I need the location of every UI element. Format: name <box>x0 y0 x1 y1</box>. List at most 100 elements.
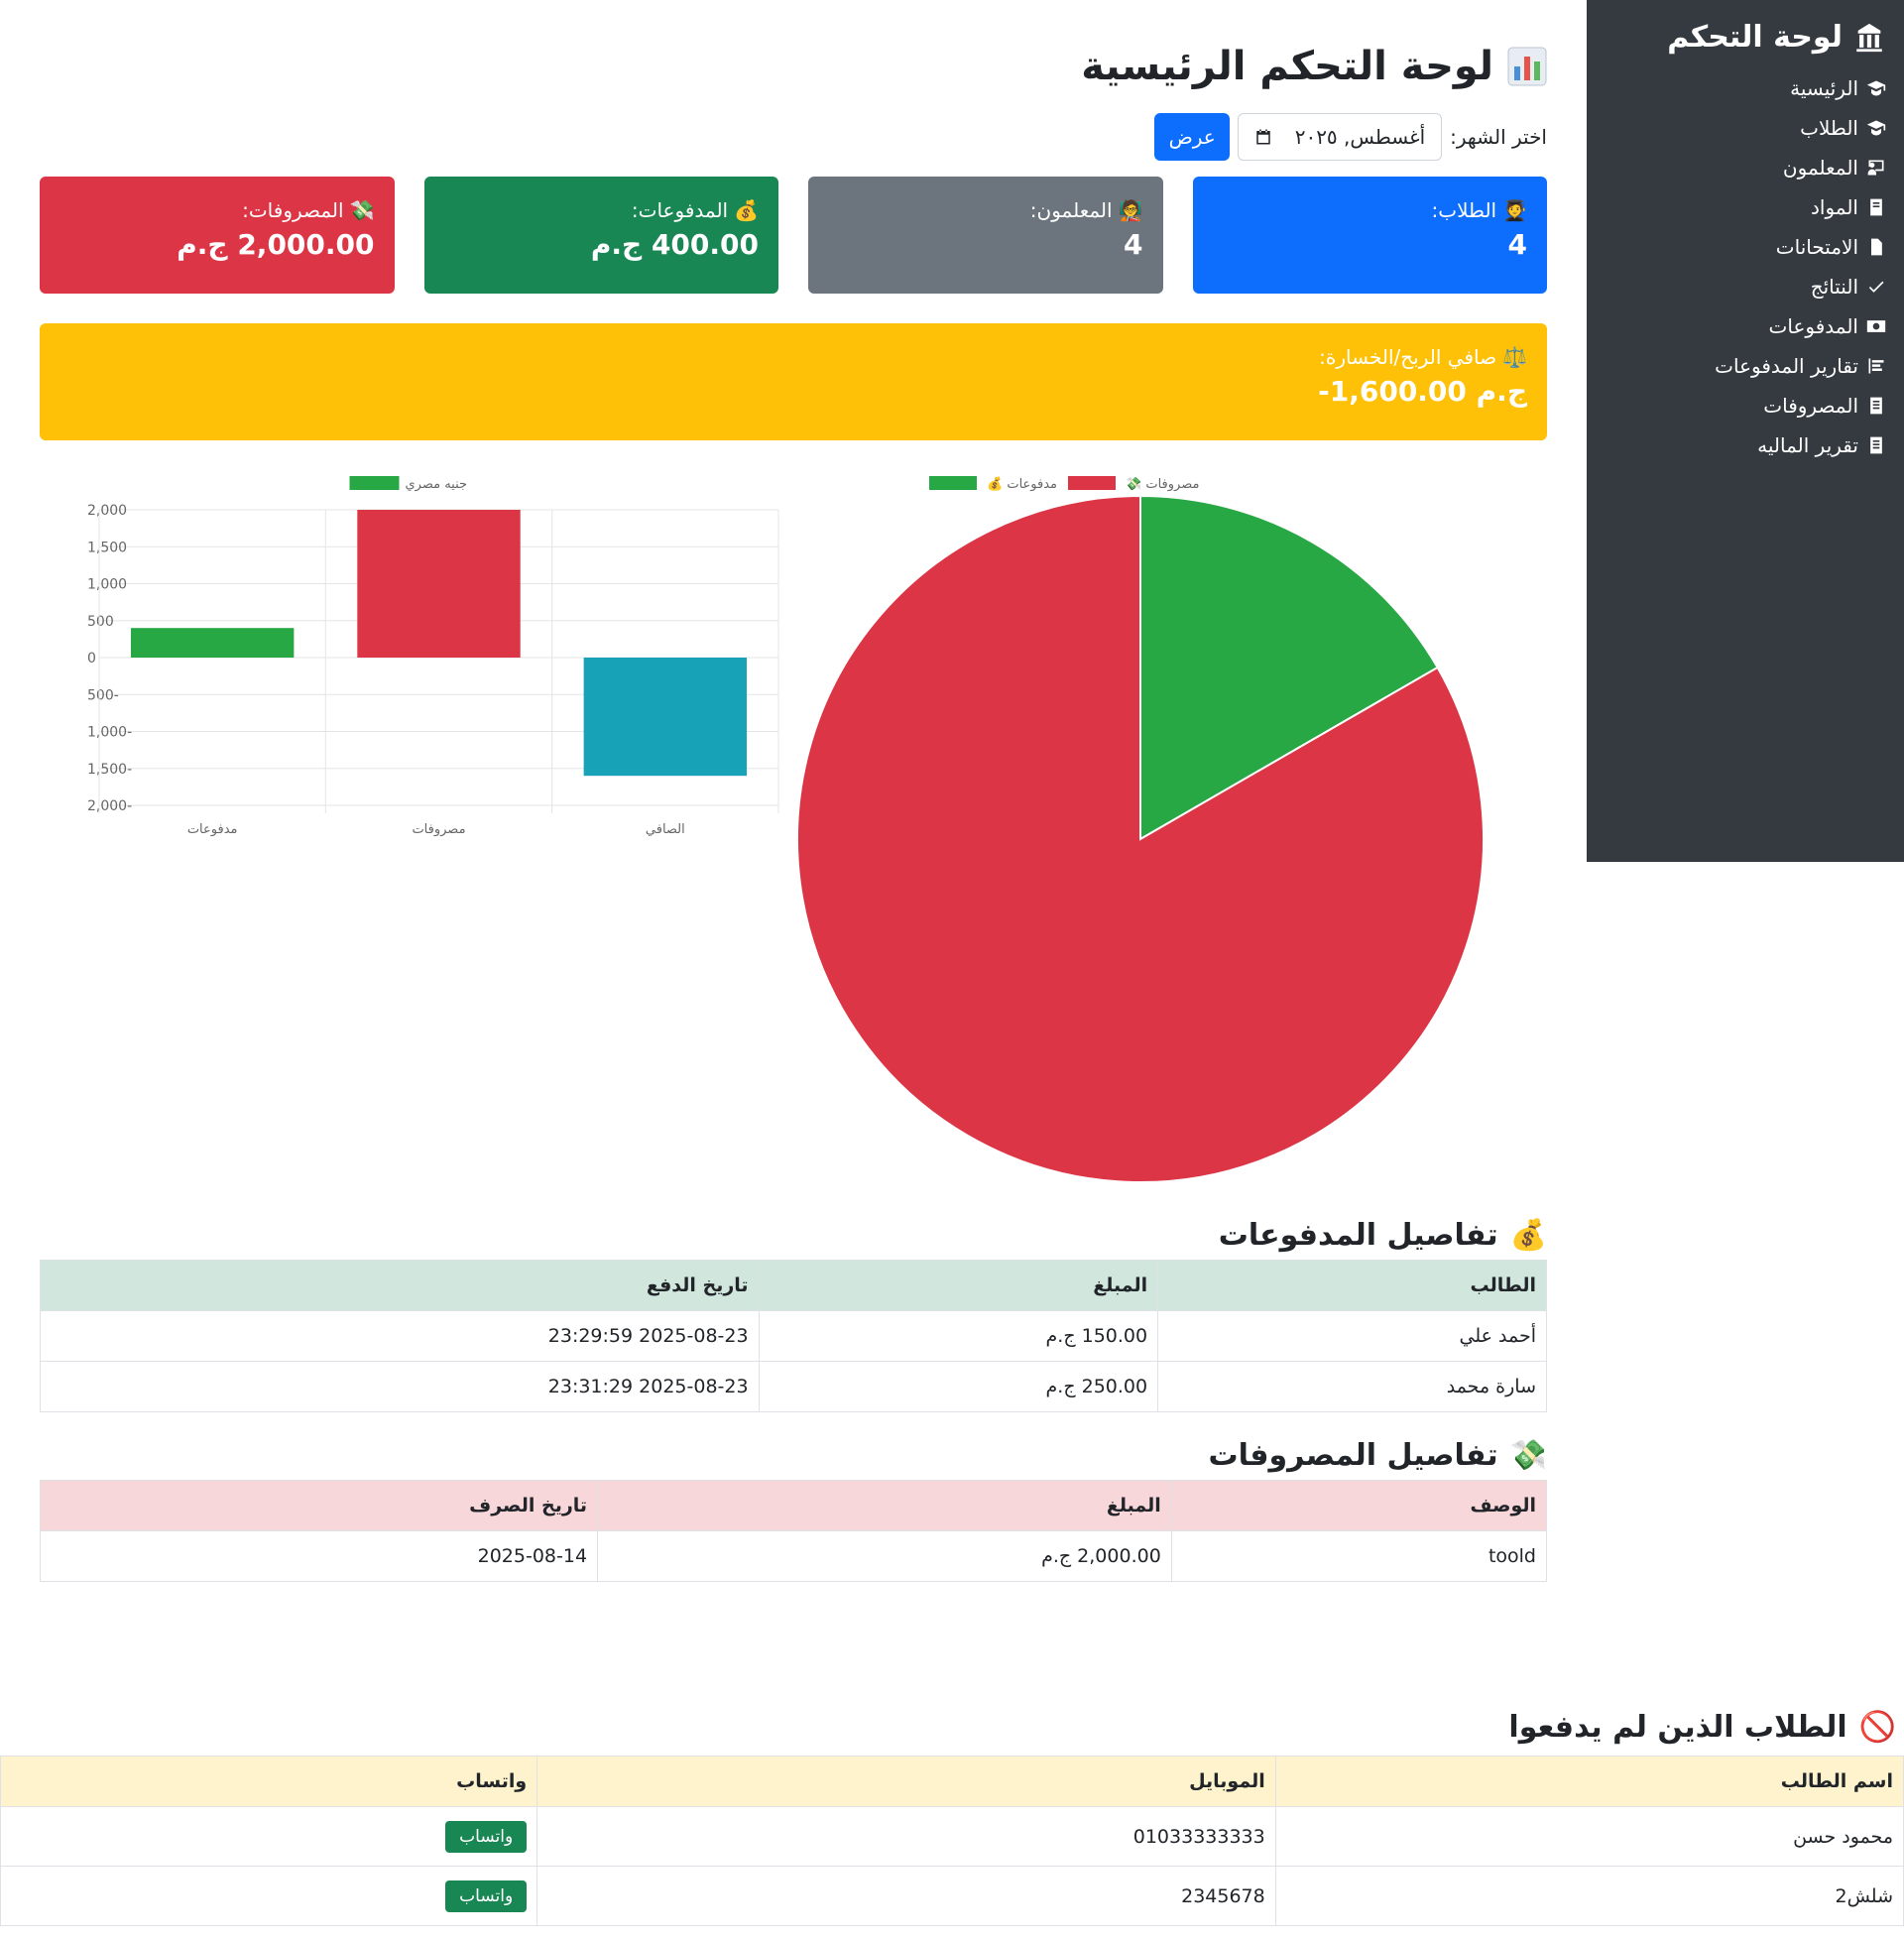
month-input[interactable]: أغسطس, ٢٠٢٥ <box>1238 113 1443 161</box>
x-tick-label: مدفوعات <box>187 822 238 837</box>
sidebar-item-subjects[interactable]: المواد <box>1605 187 1886 227</box>
sidebar-item-label: المدفوعات <box>1768 314 1858 338</box>
payments-title-text: تفاصيل المدفوعات <box>1218 1217 1498 1253</box>
money-wings-icon: 💸 <box>349 198 375 222</box>
month-value: أغسطس, ٢٠٢٥ <box>1294 125 1426 149</box>
legend-swatch <box>349 476 400 490</box>
receipt-icon <box>1866 435 1886 455</box>
sidebar-item-home[interactable]: الرئيسية <box>1605 68 1886 108</box>
table-row: محمود حسن 01033333333 واتساب <box>0 1806 1904 1867</box>
unpaid-section-title: 🚫 الطلاب الذين لم يدفعوا <box>0 1702 1904 1752</box>
table-header-row: الوصف المبلغ تاريخ الصرف <box>39 1480 1548 1531</box>
money-icon <box>1866 316 1886 336</box>
profit-label: صافي الربح/الخسارة: <box>1319 345 1497 369</box>
whatsapp-button[interactable]: واتساب <box>445 1879 528 1912</box>
legend-swatch <box>1068 476 1116 490</box>
y-tick-label: 500 <box>87 614 114 630</box>
payments-card: 💰 المدفوعات: 400.00 ج.م <box>423 177 778 294</box>
cell-date: 2025-08-23 23:29:59 <box>40 1310 760 1362</box>
cell-amount: 2,000.00 ج.م <box>597 1530 1172 1582</box>
charts-area: 💸 مصروفات 💰 مدفوعات 2,000 1,500 1,000 500 0 -5… <box>40 440 1547 1210</box>
profit-value: -1,600.00 ج.م <box>1318 375 1527 408</box>
sidebar: لوحة التحكم الرئيسية الطلاب المعلمون الم… <box>1587 0 1904 862</box>
sidebar-title: لوحة التحكم <box>1667 20 1843 55</box>
header-expense-date: تاريخ الصرف <box>39 1480 599 1531</box>
y-tick-label: -500 <box>87 687 119 703</box>
payments-section: 💰 تفاصيل المدفوعات الطالب المبلغ تاريخ ا… <box>40 1210 1547 1412</box>
month-label: اختر الشهر: <box>1450 125 1547 149</box>
bar-1 <box>130 628 295 658</box>
sidebar-nav: الرئيسية الطلاب المعلمون المواد الامتحان… <box>1605 68 1886 465</box>
sidebar-item-financial-report[interactable]: تقرير الماليه <box>1605 425 1886 465</box>
page-title: لوحة التحكم الرئيسية <box>40 42 1547 91</box>
unpaid-table: اسم الطالب الموبايل واتساب محمود حسن 010… <box>0 1756 1904 1926</box>
header-student-name: اسم الطالب <box>1274 1756 1904 1807</box>
teacher-icon: 🧑‍🏫 <box>1118 198 1143 222</box>
y-tick-label: -1,000 <box>87 725 132 741</box>
students-label: الطلاب: <box>1431 198 1497 222</box>
y-tick-label: -1,500 <box>87 762 132 778</box>
header-whatsapp: واتساب <box>0 1756 538 1807</box>
teachers-label: المعلمون: <box>1029 198 1113 222</box>
sidebar-item-teachers[interactable]: المعلمون <box>1605 148 1886 187</box>
money-wings-icon: 💸 <box>1509 1437 1547 1473</box>
sidebar-item-payment-reports[interactable]: تقارير المدفوعات <box>1605 346 1886 386</box>
expenses-card: 💸 المصروفات: 2,000.00 ج.م <box>40 177 395 294</box>
sidebar-item-payments[interactable]: المدفوعات <box>1605 306 1886 346</box>
legend-label: جنيه مصري <box>406 477 468 492</box>
cell-mobile: 01033333333 <box>536 1806 1276 1867</box>
header-amount: المبلغ <box>758 1260 1159 1311</box>
sidebar-item-exams[interactable]: الامتحانات <box>1605 227 1886 267</box>
expenses-value: 2,000.00 ج.م <box>177 228 375 261</box>
pie-slice-1 <box>1139 494 1440 841</box>
money-bag-icon: 💰 <box>1509 1217 1547 1253</box>
sidebar-item-label: الامتحانات <box>1775 235 1858 259</box>
list-icon <box>1866 356 1886 376</box>
profit-card: ⚖️ صافي الربح/الخسارة: -1,600.00 ج.م <box>40 323 1547 440</box>
sidebar-item-students[interactable]: الطلاب <box>1605 108 1886 148</box>
whatsapp-button[interactable]: واتساب <box>445 1820 528 1853</box>
calendar-icon[interactable] <box>1254 128 1272 146</box>
header-amount: المبلغ <box>597 1480 1172 1531</box>
table-row: سارة محمد 250.00 ج.م 2025-08-23 23:31:29 <box>40 1361 1547 1412</box>
teachers-value: 4 <box>1124 228 1143 261</box>
graduate-icon <box>1866 78 1886 98</box>
expenses-section-title: 💸 تفاصيل المصروفات <box>40 1430 1547 1480</box>
graduate-icon <box>1866 118 1886 138</box>
payments-value: 400.00 ج.م <box>590 228 759 261</box>
pie-slice-2 <box>796 494 1485 1183</box>
file-icon <box>1866 237 1886 257</box>
expenses-section: 💸 تفاصيل المصروفات الوصف المبلغ تاريخ ال… <box>39 1430 1548 1582</box>
cell-description: toold <box>1170 1530 1548 1582</box>
sidebar-item-label: المصروفات <box>1763 394 1858 418</box>
sidebar-item-label: المواد <box>1810 195 1858 219</box>
table-row: أحمد علي 150.00 ج.م 2025-08-23 23:29:59 <box>40 1310 1547 1362</box>
y-tick-label: 1,000 <box>87 577 127 593</box>
money-bag-icon: 💰 <box>734 198 759 222</box>
cell-date: 2025-08-23 23:31:29 <box>40 1361 760 1412</box>
book-icon <box>1866 197 1886 217</box>
bar-chart-icon <box>1507 47 1547 86</box>
sidebar-brand[interactable]: لوحة التحكم <box>1605 20 1886 55</box>
cell-whatsapp: واتساب <box>0 1806 538 1867</box>
check-icon <box>1866 277 1886 297</box>
page-title-text: لوحة التحكم الرئيسية <box>1081 44 1493 89</box>
cell-student-name: محمود حسن <box>1274 1806 1904 1867</box>
receipt-icon <box>1866 396 1886 416</box>
expenses-label: المصروفات: <box>242 198 344 222</box>
table-row: toold 2,000.00 ج.م 2025-08-14 <box>39 1530 1548 1582</box>
school-icon <box>1852 21 1886 55</box>
payments-table: الطالب المبلغ تاريخ الدفع أحمد علي 150.0… <box>40 1260 1547 1412</box>
scale-icon: ⚖️ <box>1502 345 1527 369</box>
sidebar-item-results[interactable]: النتائج <box>1605 267 1886 306</box>
table-header-row: اسم الطالب الموبايل واتساب <box>0 1756 1904 1807</box>
sidebar-item-expenses[interactable]: المصروفات <box>1605 386 1886 425</box>
show-button[interactable]: عرض <box>1154 113 1231 161</box>
pie-chart: 💸 مصروفات 💰 مدفوعات <box>796 476 1485 1183</box>
sidebar-item-label: النتائج <box>1810 275 1858 299</box>
bar-2 <box>357 510 521 658</box>
legend-swatch <box>929 476 977 490</box>
x-tick-label: الصافي <box>646 822 685 837</box>
students-value: 4 <box>1507 228 1527 261</box>
cell-whatsapp: واتساب <box>0 1866 538 1926</box>
